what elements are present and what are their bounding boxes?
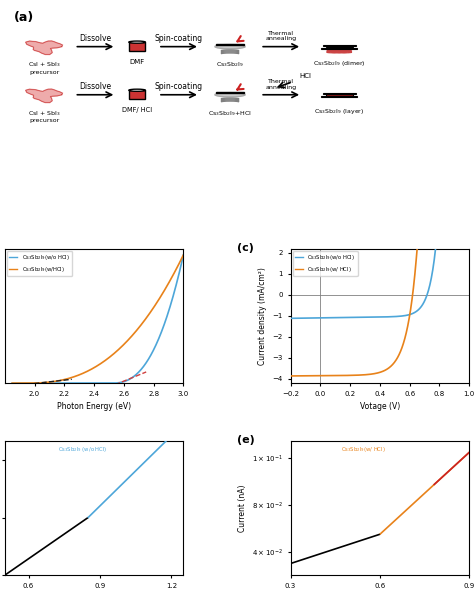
Legend: Cs$_3$Sb$_2$I$_9$(w/o HCl), Cs$_3$Sb$_2$I$_9$(w/ HCl): Cs$_3$Sb$_2$I$_9$(w/o HCl), Cs$_3$Sb$_2$… <box>293 251 357 276</box>
Ellipse shape <box>215 44 245 49</box>
Text: CsI + SbI$_3$
precursor: CsI + SbI$_3$ precursor <box>28 60 61 75</box>
Text: CsI + SbI$_3$
precursor: CsI + SbI$_3$ precursor <box>28 109 61 123</box>
X-axis label: Votage (V): Votage (V) <box>360 402 400 412</box>
Polygon shape <box>26 41 63 55</box>
Bar <box>321 95 357 97</box>
Text: Cs$_3$Sb$_2$I$_9$+HCl: Cs$_3$Sb$_2$I$_9$+HCl <box>208 109 252 117</box>
Bar <box>326 46 353 47</box>
X-axis label: Photon Energy (eV): Photon Energy (eV) <box>57 402 131 412</box>
Text: (a): (a) <box>14 11 34 24</box>
Text: (e): (e) <box>237 435 255 445</box>
Polygon shape <box>26 89 63 103</box>
Text: Dissolve: Dissolve <box>79 34 111 43</box>
Text: DMF: DMF <box>129 59 145 65</box>
Text: Thermal
annealing: Thermal annealing <box>265 31 297 42</box>
Text: DMF/ HCl: DMF/ HCl <box>122 107 152 113</box>
Text: Thermal
annealing: Thermal annealing <box>265 79 297 90</box>
Text: Cs$_3$Sb$_2$I$_9$: Cs$_3$Sb$_2$I$_9$ <box>216 60 244 69</box>
Ellipse shape <box>215 93 245 97</box>
Bar <box>323 93 356 94</box>
Ellipse shape <box>129 41 146 43</box>
Text: Cs$_3$Sb$_2$I$_9$(w/ HCl): Cs$_3$Sb$_2$I$_9$(w/ HCl) <box>341 445 385 454</box>
Bar <box>217 44 244 45</box>
Text: Cs$_3$Sb$_2$I$_9$ (layer): Cs$_3$Sb$_2$I$_9$ (layer) <box>314 107 365 116</box>
Text: Cs$_3$Sb$_2$I$_9$ (dimer): Cs$_3$Sb$_2$I$_9$ (dimer) <box>313 59 365 68</box>
Text: (c): (c) <box>237 243 254 253</box>
Text: Spin-coating: Spin-coating <box>155 34 203 43</box>
Bar <box>323 44 356 46</box>
Y-axis label: Current density (mA/cm²): Current density (mA/cm²) <box>258 267 267 365</box>
Text: Cs$_3$Sb$_2$I$_9$ (w/o HCl): Cs$_3$Sb$_2$I$_9$ (w/o HCl) <box>58 445 108 454</box>
Bar <box>129 42 146 51</box>
Text: Spin-coating: Spin-coating <box>155 82 203 91</box>
Legend: Cs$_3$Sb$_2$I$_9$(w/o HCl), Cs$_3$Sb$_2$I$_9$(w/HCl): Cs$_3$Sb$_2$I$_9$(w/o HCl), Cs$_3$Sb$_2$… <box>8 251 72 276</box>
Bar <box>321 47 357 49</box>
Text: HCl: HCl <box>300 73 312 79</box>
Y-axis label: Current (nA): Current (nA) <box>237 484 246 532</box>
Text: Dissolve: Dissolve <box>79 82 111 91</box>
Bar <box>129 90 146 99</box>
Ellipse shape <box>129 89 146 91</box>
Bar <box>326 94 353 95</box>
